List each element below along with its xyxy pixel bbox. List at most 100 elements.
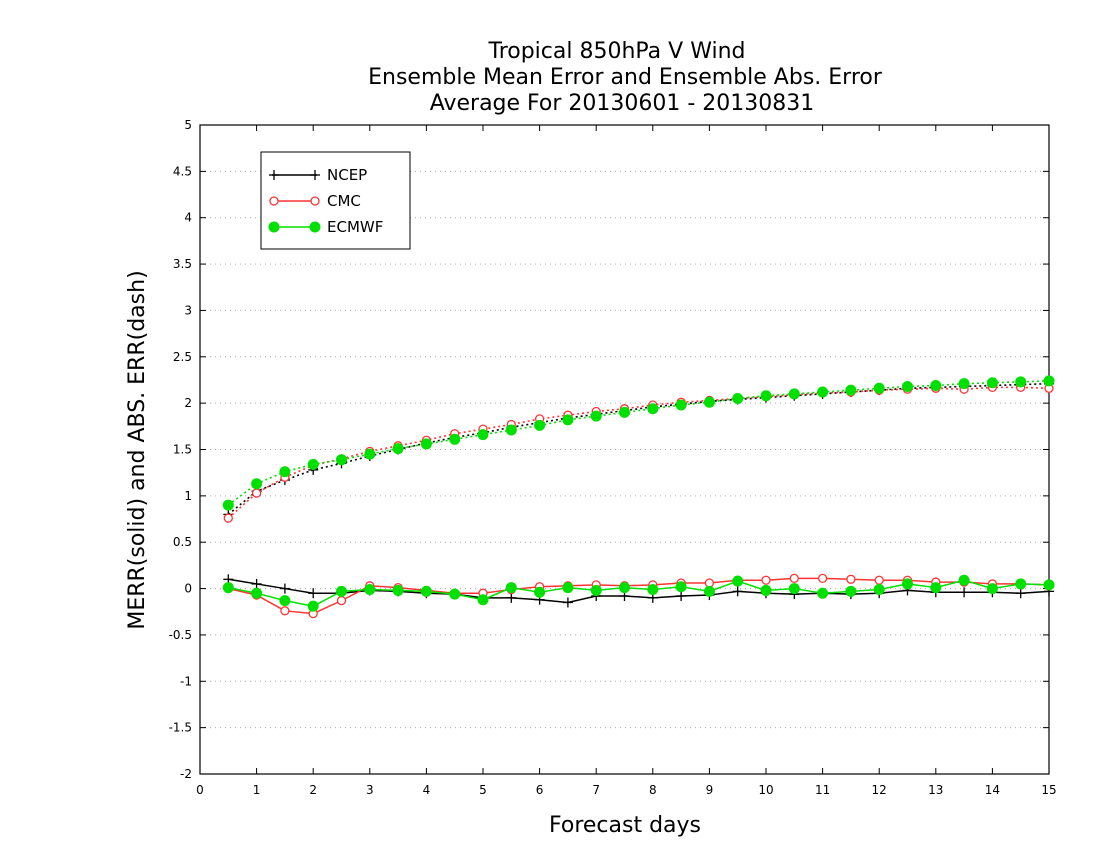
ecmwf-merr-point [364,583,376,595]
y-tick-label: 4.5 [173,164,192,178]
ecmwf-merr-point [222,582,234,594]
ecmwf-merr-point [477,594,489,606]
x-tick-label: 3 [366,783,374,797]
ecmwf-merr-point [251,587,263,599]
ecmwf-merr-point [449,588,461,600]
cmc-merr-point [789,573,799,584]
legend-label: CMC [327,192,361,210]
ecmwf-abs-err-point [534,419,546,431]
ecmwf-merr-point [930,582,942,594]
cmc-merr-point [704,578,715,588]
x-tick-label: 7 [592,783,600,797]
ecmwf-merr-point [279,595,291,607]
ecmwf-abs-err-point [1015,376,1027,388]
legend-marker [269,170,279,180]
ncep-merr-point [279,583,290,594]
ecmwf-abs-err-point [902,380,913,392]
ncep-merr-point [251,578,262,589]
ecmwf-abs-err-point [817,386,829,398]
ecmwf-merr-point [1043,579,1055,591]
x-tick-label: 0 [196,783,204,797]
x-tick-label: 15 [1041,783,1056,797]
y-tick-label: 3.5 [173,257,192,271]
cmc-abs-err-point [251,488,262,498]
ecmwf-abs-err-point [279,466,291,478]
ecmwf-merr-point [647,583,659,595]
legend-item-cmc: CMC [269,192,361,210]
ecmwf-merr-point [703,585,715,597]
ecmwf-abs-err-point [477,429,489,441]
ncep-merr-point [506,592,517,603]
series-ecmwf [222,375,1055,612]
ecmwf-merr-point [420,585,432,597]
legend-marker [310,170,320,180]
ecmwf-merr-point [392,584,404,596]
ecmwf-merr-point [845,585,857,597]
x-tick-label: 10 [758,783,773,797]
chart-title: Tropical 850hPa V Wind Ensemble Mean Err… [368,39,883,116]
cmc-merr-point [761,575,771,585]
x-tick-label: 5 [479,783,487,797]
x-tick-label: 9 [706,783,714,797]
ecmwf-merr-point [986,583,998,595]
ecmwf-merr-point [958,574,970,586]
legend: NCEP CMC ECMWF [260,151,411,250]
ecmwf-merr-line [228,579,1050,607]
ecmwf-merr-point [590,584,602,596]
ecmwf-abs-err-point [364,448,376,460]
legend-item-ncep: NCEP [269,166,367,184]
x-tick-label: 2 [309,783,317,797]
ncep-merr-point [308,588,319,599]
ecmwf-abs-err-point [845,384,857,396]
ecmwf-merr-point [817,587,829,599]
ncep-merr-point [1015,588,1026,599]
cmc-merr-line [228,577,1050,615]
cmc-abs-err-point [223,513,233,523]
y-tick-label: -1 [180,674,192,688]
legend-item-ecmwf: ECMWF [268,218,383,236]
ecmwf-abs-err-point [449,433,461,445]
x-tick-label: 1 [253,783,261,797]
ecmwf-abs-err-point [336,454,347,466]
ecmwf-abs-err-point [788,388,800,400]
ncep-merr-point [676,590,687,601]
ncep-merr-point [959,587,970,598]
ecmwf-abs-err-point [930,380,942,392]
ecmwf-merr-point [760,584,772,596]
ecmwf-merr-point [902,578,913,590]
ecmwf-abs-err-point [732,393,744,405]
y-tick-label: -0.5 [169,628,192,642]
ecmwf-abs-err-point [760,390,772,402]
title-line-3: Average For 20130601 - 20130831 [430,91,815,116]
y-tick-label: 0 [184,582,192,596]
ecmwf-merr-point [619,582,630,594]
legend-label: ECMWF [327,218,383,236]
ecmwf-abs-err-point [505,424,517,436]
ecmwf-abs-err-point [1043,375,1055,387]
ecmwf-merr-point [534,586,546,598]
x-tick-label: 6 [536,783,544,797]
ecmwf-merr-point [307,600,319,612]
ecmwf-abs-err-point [675,399,687,411]
ecmwf-abs-err-point [703,396,715,408]
series-cmc [223,382,1054,619]
ecmwf-abs-err-point [647,403,659,415]
ecmwf-abs-err-point [420,438,432,450]
x-tick-label: 12 [872,783,887,797]
ecmwf-abs-err-point [251,478,263,490]
ecmwf-merr-point [732,575,744,587]
ecmwf-merr-point [336,585,347,597]
y-tick-label: 5 [184,118,192,132]
x-tick-label: 13 [928,783,943,797]
axis-ticks: 54.543.532.521.510.50-0.5-1-1.5-20 1 2 3 4 5 6… [169,118,1057,797]
legend-label: NCEP [327,166,367,184]
ncep-abs-err-line [227,382,1050,516]
title-line-1: Tropical 850hPa V Wind [487,39,745,64]
ecmwf-merr-point [675,581,687,593]
ecmwf-abs-err-point [222,499,234,511]
ncep-merr-point [732,586,743,597]
cmc-merr-point [280,606,290,616]
y-gridlines [200,170,1049,729]
ncep-merr-point [562,597,573,608]
ecmwf-abs-err-point [307,458,319,470]
